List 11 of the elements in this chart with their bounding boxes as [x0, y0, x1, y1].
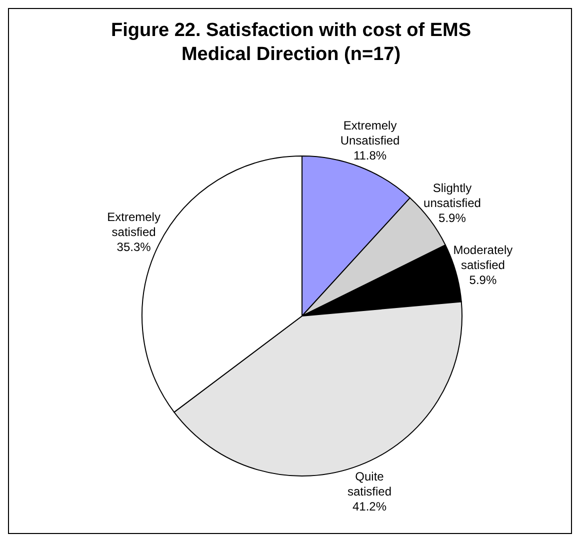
data-label: 41.2% [352, 499, 387, 514]
slice-label: Quite satisfied [347, 469, 392, 498]
data-label: 11.8% [353, 148, 387, 163]
data-label: 5.9% [469, 273, 497, 288]
data-label: 35.3% [116, 240, 152, 254]
slice-label: Slightly unsatisfied [424, 180, 481, 210]
data-label: 5.9% [438, 210, 466, 225]
slice-label: Extremely Unsatisfied [340, 118, 400, 148]
chart-title: Figure 22. Satisfaction with cost of EMS Medical Direction (n=17) [110, 19, 472, 67]
slice-label: Extremely satisfied [107, 210, 160, 240]
slice-label: Moderately satisfied [453, 243, 513, 272]
